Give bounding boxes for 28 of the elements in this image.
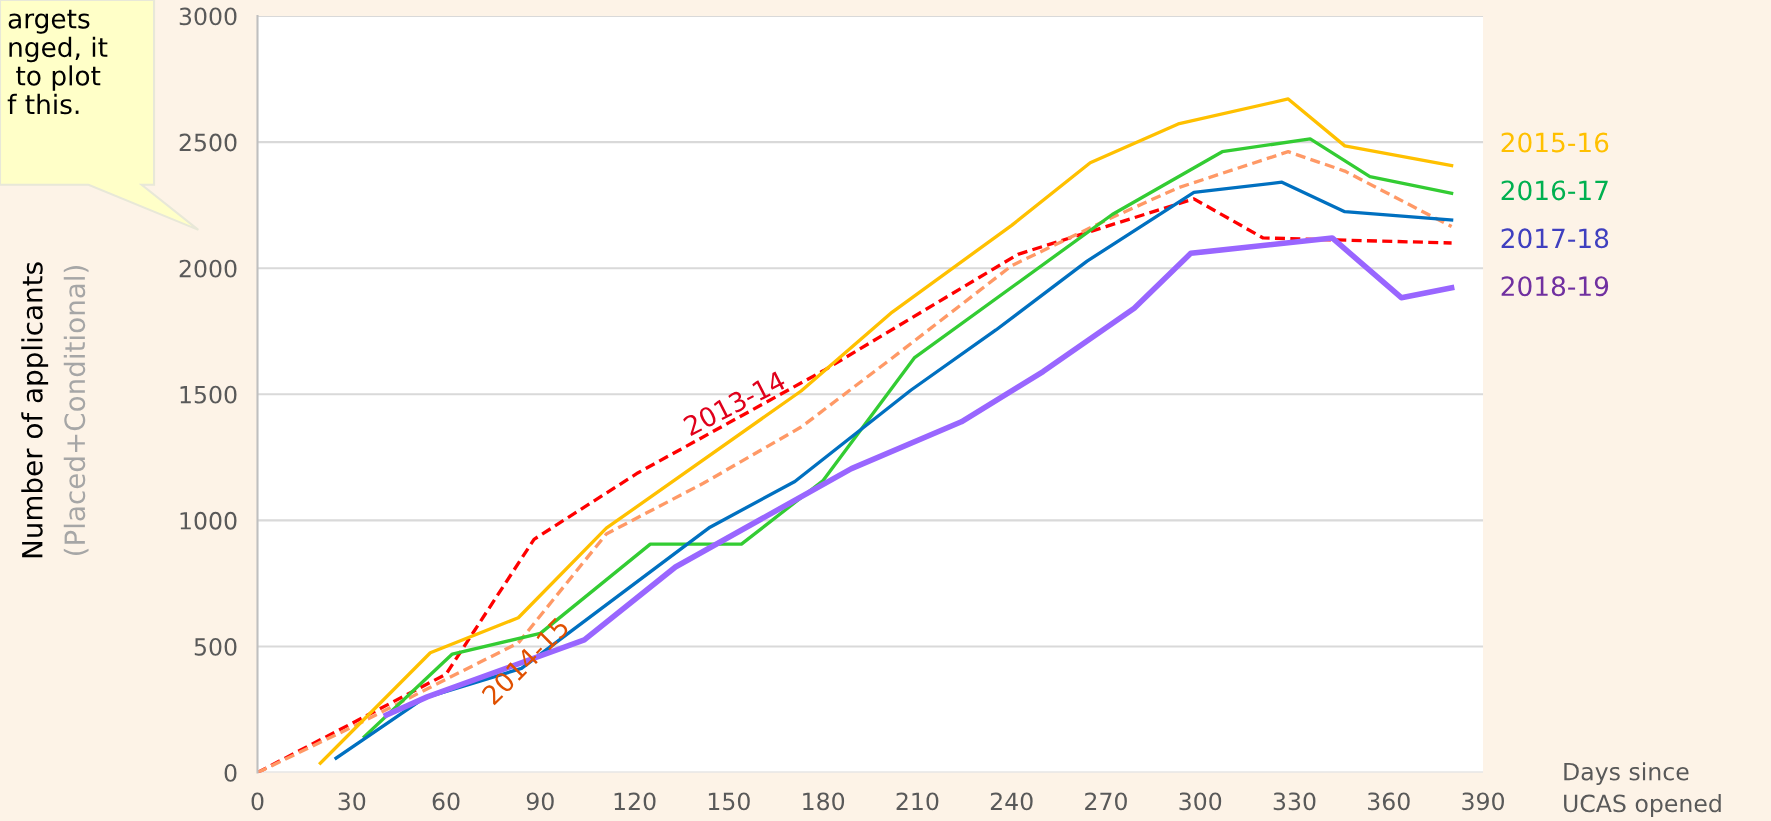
series-label: 2015-16 <box>1501 132 1609 153</box>
x-tick-label: 210 <box>896 792 939 811</box>
y-tick-label: 0 <box>224 764 237 782</box>
x-tick-label: 0 <box>251 792 264 811</box>
x-tick-label: 330 <box>1273 792 1316 811</box>
x-tick-label: 30 <box>338 792 366 811</box>
x-tick-label: 390 <box>1462 792 1504 811</box>
x-tick-label: 240 <box>990 792 1033 811</box>
x-tick-label: 270 <box>1085 792 1127 811</box>
x-tick-label: 60 <box>432 792 460 811</box>
x-axis-title: Days since UCAS opened <box>1564 762 1721 817</box>
series-label: 2017-18 <box>1501 228 1609 249</box>
y-tick-label: 500 <box>194 637 237 656</box>
y-tick-label: 1000 <box>180 511 237 530</box>
y-tick-label: 2500 <box>179 133 237 152</box>
x-tick-label: 120 <box>614 792 656 811</box>
x-tick-label: 150 <box>708 792 750 811</box>
text: argets nged, it to plot f this. <box>7 9 108 115</box>
x-tick-label: 90 <box>526 792 554 811</box>
x-tick-label: 360 <box>1368 792 1410 811</box>
x-tick-label: 180 <box>803 792 845 811</box>
series-label: 2016-17 <box>1501 180 1608 201</box>
x-tick-label: 300 <box>1179 792 1222 811</box>
y-tick-label: 1500 <box>180 385 237 404</box>
y-tick-label: 2000 <box>179 259 237 278</box>
series-label: 2018-19 <box>1501 276 1609 297</box>
y-tick-label: 3000 <box>179 7 237 26</box>
y-axis-title: Number of applicants (Placed+Conditional) <box>21 262 89 558</box>
